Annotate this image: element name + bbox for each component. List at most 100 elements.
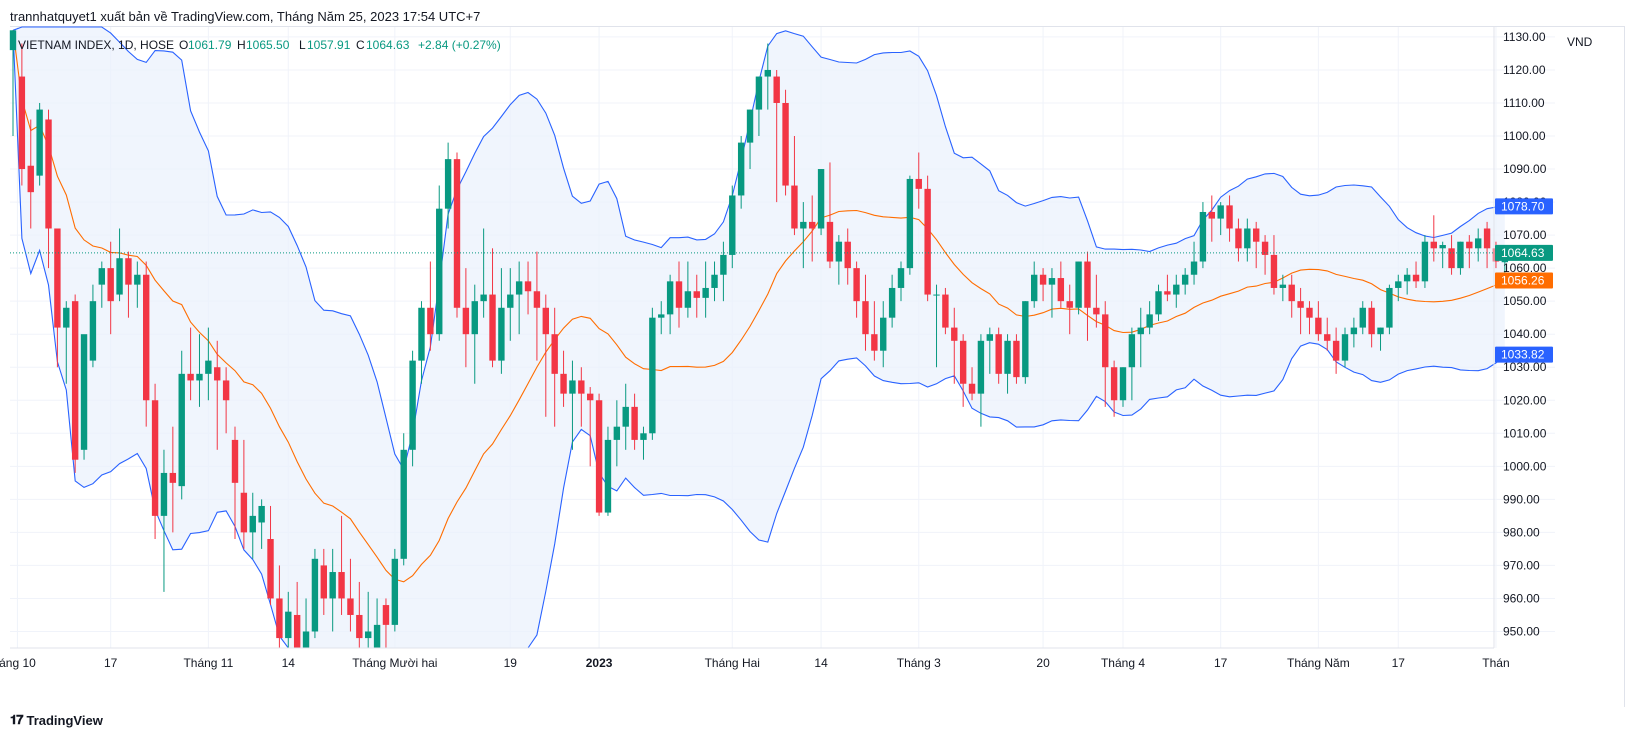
candle — [675, 261, 683, 328]
candle-body — [684, 291, 692, 308]
candle-body — [1181, 274, 1189, 285]
candle-body — [1235, 228, 1242, 249]
candle — [1324, 317, 1331, 351]
candle-body — [1031, 274, 1038, 302]
candle-body — [658, 314, 665, 318]
time-tick-label: 2023 — [586, 656, 613, 670]
candle — [89, 284, 97, 368]
candle-body — [764, 69, 771, 77]
candle — [71, 294, 79, 473]
candle-body — [400, 449, 407, 559]
price-tick-label: 990.00 — [1503, 492, 1540, 506]
ohlc-high-label: H — [237, 38, 246, 52]
candle — [293, 581, 301, 648]
candle-body — [915, 178, 922, 189]
candle — [1386, 284, 1393, 335]
price-badge: 1078.70 — [1495, 198, 1553, 215]
candle — [809, 195, 816, 262]
candle — [400, 433, 407, 566]
candle-body — [453, 159, 461, 308]
candle-body — [36, 109, 43, 176]
candle-body — [285, 611, 292, 639]
candle-body — [231, 439, 239, 483]
candle — [1368, 301, 1375, 348]
candle-body — [1155, 291, 1162, 315]
candle-body — [942, 294, 949, 328]
price-tick-label: 1130.00 — [1503, 30, 1546, 44]
candle-body — [1253, 228, 1260, 242]
time-tick-label: Thán — [1482, 656, 1509, 670]
candle — [1244, 218, 1251, 262]
candle — [462, 268, 470, 368]
candle — [285, 591, 292, 648]
candle — [959, 334, 967, 407]
candle-body — [356, 614, 363, 639]
time-tick-label: Tháng Mười hai — [352, 656, 437, 670]
candle — [1448, 235, 1455, 275]
candle — [1315, 301, 1322, 341]
candle — [231, 426, 239, 539]
candle — [1093, 274, 1100, 328]
candle — [1421, 235, 1429, 288]
price-tick-label: 1120.00 — [1503, 63, 1546, 77]
time-tick-label: 17 — [1214, 656, 1228, 670]
candle — [755, 76, 763, 137]
time-tick-label: 14 — [814, 656, 828, 670]
candle-body — [1128, 334, 1136, 368]
candle-body — [187, 373, 194, 381]
price-tick-label: 1110.00 — [1503, 96, 1545, 110]
candle-body — [1359, 307, 1366, 328]
candle-body — [1066, 301, 1073, 308]
candle-body — [1439, 245, 1446, 249]
candle-body — [933, 294, 940, 296]
candle — [178, 350, 185, 500]
candle — [98, 261, 105, 308]
candle-body — [391, 558, 399, 625]
candle — [764, 43, 771, 110]
candle-body — [880, 317, 887, 351]
candle-body — [702, 287, 709, 298]
candle-body — [675, 281, 683, 308]
candle — [649, 307, 656, 440]
candle — [746, 109, 754, 170]
candle-body — [311, 558, 319, 632]
candle — [853, 261, 860, 318]
candle — [1332, 327, 1340, 374]
candle-body — [995, 334, 1002, 374]
candle — [311, 548, 319, 639]
candle — [533, 251, 541, 361]
symbol-name: VIETNAM INDEX, 1D, HOSE — [18, 38, 174, 52]
candle-body — [1324, 334, 1331, 341]
tradingview-brand[interactable]: 𝟏𝟕 TradingView — [10, 712, 103, 728]
candle — [116, 228, 123, 302]
candle — [45, 109, 52, 269]
candle-body — [1004, 340, 1011, 374]
candle — [382, 598, 390, 648]
candle-body — [1457, 241, 1464, 269]
candle-body — [1386, 287, 1393, 328]
candle-body — [826, 221, 834, 262]
candle — [1403, 268, 1411, 295]
price-tick-label: 980.00 — [1503, 525, 1540, 539]
candle-body — [986, 334, 993, 341]
candle-body — [480, 294, 487, 302]
ohlc-open-label: O — [179, 38, 188, 52]
candle — [1199, 202, 1207, 269]
time-tick-label: Tháng Năm — [1287, 656, 1350, 670]
candle — [862, 274, 869, 351]
ohlc-low-label: L — [299, 38, 306, 52]
candle-body — [507, 294, 514, 308]
candle-body — [329, 572, 336, 599]
candle — [480, 228, 487, 318]
candle — [453, 152, 461, 318]
candle-body — [533, 291, 541, 308]
candle — [27, 119, 34, 229]
candle-body — [560, 373, 567, 394]
time-tick-label: Tháng 11 — [183, 656, 233, 670]
candle — [205, 327, 212, 401]
candle-body — [107, 268, 114, 302]
candle — [595, 393, 603, 516]
candle — [1048, 268, 1056, 318]
price-badge-bg — [1495, 272, 1553, 289]
